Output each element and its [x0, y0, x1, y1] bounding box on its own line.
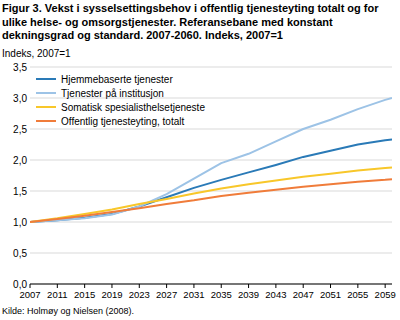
- title: Figur 3. Vekst i sysselsettingsbehov i o…: [2, 2, 379, 41]
- legend-swatch: [36, 106, 56, 108]
- x-tick-label: 2023: [129, 289, 150, 300]
- x-tick: [330, 284, 331, 288]
- series-line: [30, 167, 392, 222]
- y-tick-label: 3,0: [13, 93, 27, 104]
- chart: Figur 3. Vekst i sysselsettingsbehov i o…: [0, 0, 400, 320]
- y-axis-label: Indeks, 2007=1: [2, 48, 71, 59]
- y-tick-label: 2,5: [13, 124, 27, 135]
- x-tick-label: 2007: [19, 289, 40, 300]
- x-tick-label: 2039: [238, 289, 259, 300]
- legend-label: Offentlig tjenesteyting, totalt: [61, 116, 184, 127]
- x-tick: [111, 284, 112, 288]
- y-tick-label: 2,0: [13, 155, 27, 166]
- grid-line: [30, 222, 392, 223]
- legend-swatch: [36, 78, 56, 80]
- series-line: [30, 179, 392, 222]
- x-tick-label: 2055: [347, 289, 368, 300]
- x-tick-label: 2019: [101, 289, 122, 300]
- x-tick: [385, 284, 386, 288]
- x-tick-label: 2059: [375, 289, 396, 300]
- x-tick-label: 2047: [293, 289, 314, 300]
- x-tick: [166, 284, 167, 288]
- x-tick: [84, 284, 85, 288]
- x-tick: [193, 284, 194, 288]
- legend-swatch: [36, 92, 56, 94]
- legend-label: Somatisk spesialisthelsetjeneste: [61, 102, 205, 113]
- legend-label: Tjenester på institusjon: [61, 88, 164, 99]
- y-tick-label: 0,5: [13, 248, 27, 259]
- series-line: [30, 140, 392, 222]
- grid-line: [30, 129, 392, 130]
- x-tick-label: 2027: [156, 289, 177, 300]
- x-tick-label: 2015: [74, 289, 95, 300]
- x-tick: [221, 284, 222, 288]
- x-tick: [57, 284, 58, 288]
- y-tick-label: 1,0: [13, 217, 27, 228]
- y-tick-label: 1,5: [13, 186, 27, 197]
- x-tick-label: 2051: [320, 289, 341, 300]
- grid-line: [30, 67, 392, 68]
- series-line: [30, 98, 392, 222]
- x-tick: [30, 284, 31, 288]
- grid-line: [30, 253, 392, 254]
- x-tick: [248, 284, 249, 288]
- x-tick: [303, 284, 304, 288]
- legend: Hjemmebaserte tjenester Tjenester på inst…: [36, 74, 205, 127]
- legend-label: Hjemmebaserte tjenester: [61, 74, 173, 85]
- plot-area: [30, 98, 392, 222]
- x-tick: [139, 284, 140, 288]
- x-tick-label: 2031: [183, 289, 204, 300]
- grid-line: [30, 160, 392, 161]
- x-tick-label: 2043: [265, 289, 286, 300]
- x-tick: [275, 284, 276, 288]
- x-tick-label: 2035: [211, 289, 232, 300]
- legend-swatch: [36, 120, 56, 122]
- x-tick: [357, 284, 358, 288]
- y-tick-label: 0,0: [13, 279, 27, 290]
- source: Kilde: Holmøy og Nielsen (2008).: [2, 306, 134, 316]
- x-tick-label: 2011: [47, 289, 67, 300]
- y-tick-label: 3,5: [13, 62, 27, 73]
